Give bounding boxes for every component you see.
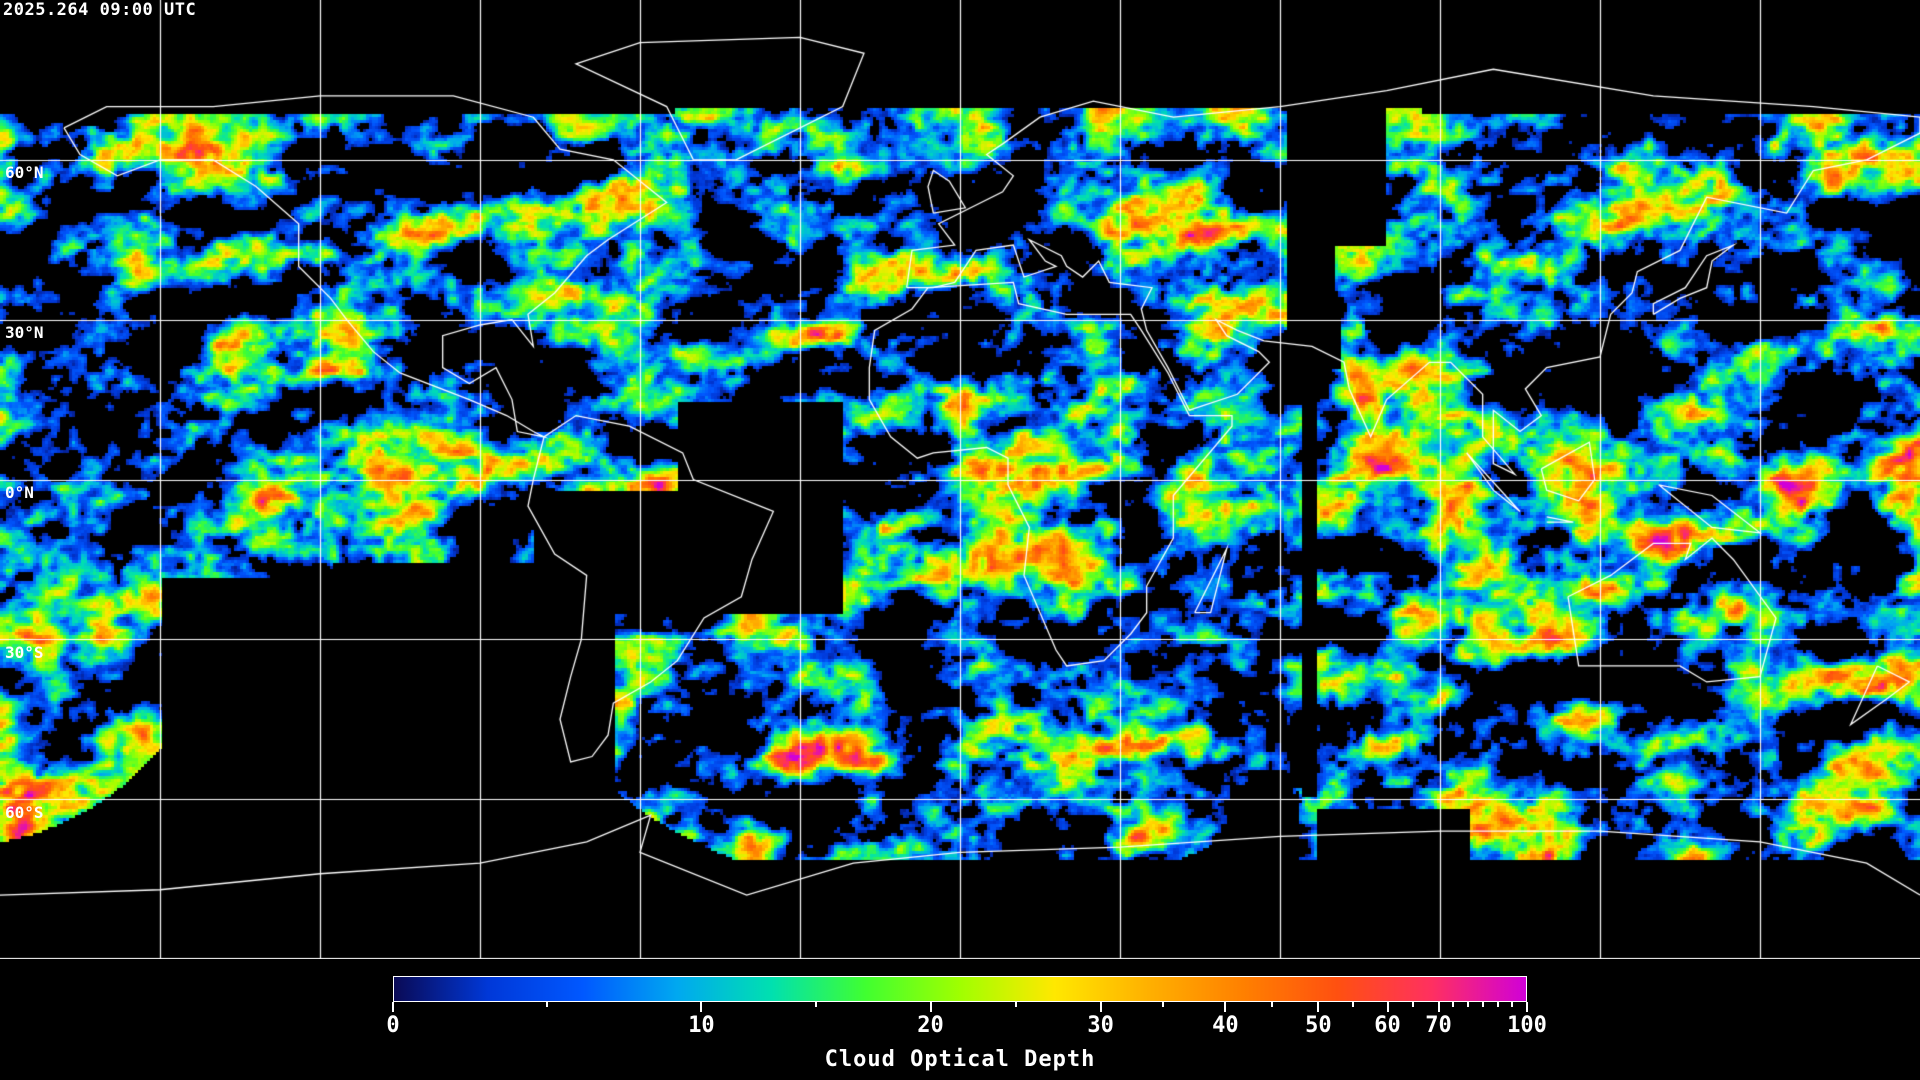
colorbar-tick-label: 50 — [1305, 1013, 1332, 1038]
colorbar-minor-tick — [1351, 1002, 1354, 1007]
coastline-grid-overlay — [0, 0, 1920, 959]
timestamp-title: 2025.264 09:00 UTC — [3, 0, 197, 20]
colorbar-minor-tick — [546, 1002, 549, 1007]
colorbar-major-tick — [1386, 1002, 1389, 1012]
colorbar-major-tick — [1224, 1002, 1227, 1012]
colorbar-tick-label: 40 — [1212, 1013, 1239, 1038]
colorbar-minor-tick — [1161, 1002, 1164, 1007]
colorbar — [393, 976, 1527, 1002]
colorbar-major-tick — [1317, 1002, 1320, 1012]
lat-label-30s: 30°S — [5, 643, 44, 662]
colorbar-minor-tick — [1496, 1002, 1499, 1007]
colorbar-major-tick — [1526, 1002, 1528, 1012]
colorbar-tick-label: 100 — [1507, 1013, 1547, 1038]
colorbar-tick-label: 10 — [688, 1013, 715, 1038]
colorbar-tick-label: 20 — [917, 1013, 944, 1038]
colorbar-minor-tick — [1452, 1002, 1455, 1007]
cloud-optical-depth-map — [0, 0, 1920, 959]
colorbar-tick-label: 30 — [1087, 1013, 1114, 1038]
colorbar-minor-tick — [1270, 1002, 1273, 1007]
colorbar-tick-label: 60 — [1374, 1013, 1401, 1038]
lat-label-60s: 60°S — [5, 803, 44, 822]
colorbar-minor-tick — [814, 1002, 817, 1007]
colorbar-major-tick — [700, 1002, 703, 1012]
colorbar-major-tick — [1437, 1002, 1440, 1012]
colorbar-minor-tick — [1412, 1002, 1415, 1007]
colorbar-title: Cloud Optical Depth — [824, 1047, 1096, 1072]
lat-label-60n: 60°N — [5, 163, 44, 182]
colorbar-minor-tick — [1014, 1002, 1017, 1007]
colorbar-tick-label: 0 — [386, 1013, 400, 1038]
colorbar-minor-tick — [1481, 1002, 1484, 1007]
colorbar-tick-label: 70 — [1425, 1013, 1452, 1038]
colorbar-minor-tick — [1511, 1002, 1514, 1007]
lat-label-0n: 0°N — [5, 483, 34, 502]
colorbar-major-tick — [392, 1002, 394, 1012]
colorbar-major-tick — [1099, 1002, 1102, 1012]
lat-label-30n: 30°N — [5, 323, 44, 342]
colorbar-minor-tick — [1467, 1002, 1470, 1007]
colorbar-major-tick — [929, 1002, 932, 1012]
